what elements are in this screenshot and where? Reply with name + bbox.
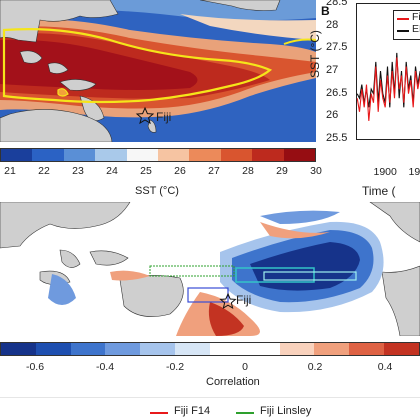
correlation-colorbar-tick: -0.6 [25,361,45,373]
sst-map-panel-a: Fiji [0,0,316,142]
fiji-site-star [135,106,155,125]
panel-b-ytick: 26.5 [326,86,348,99]
sst-colorbar-tick: 23 [72,165,84,177]
sst-colorbar-tick: 26 [174,165,186,177]
panel-b-ytick: 28 [326,18,339,31]
sst-colorbar-tick: 24 [106,165,118,177]
sst-colorbar-tick: 29 [276,165,288,177]
panel-b-ytick: 27.5 [326,41,348,54]
colorbar-segment [283,149,316,161]
correlation-colorbar [0,342,420,356]
sst-colorbar-tick: 28 [242,165,254,177]
legend-swatch [397,18,409,20]
panel-b-xtick: 19 [408,166,420,178]
correlation-colorbar-tick: -0.4 [95,361,115,373]
legend-label: Fiji F [412,11,420,23]
panel-b-ytick: 27 [326,64,339,76]
sst-colorbar-tick: 21 [4,165,16,177]
correlation-colorbar-tick: 0.2 [307,361,323,373]
colorbar-segment [175,343,210,355]
sst-map-graphic [0,0,316,142]
panel-b-ytick: 26 [326,109,339,122]
bottom-legend-label: Fiji F14 [174,405,211,417]
colorbar-segment [349,343,385,355]
sst-colorbar-label: SST (°C) [135,185,179,197]
series-line-fiji [356,57,420,121]
colorbar-segment [252,149,284,161]
sst-colorbar [0,148,316,162]
correlation-colorbar-tick: -0.2 [165,361,185,373]
fiji-site-star-c [219,292,237,310]
colorbar-segment [279,343,315,355]
correlation-colorbar-label: Correlation [206,376,260,388]
colorbar-segment [189,149,221,161]
colorbar-segment [314,343,350,355]
panel-b-letter: B [321,4,330,18]
panel-b-legend [393,10,420,40]
sst-colorbar-tick: 30 [310,165,322,177]
sst-colorbar-tick: 22 [38,165,50,177]
bottom-legend-label: Fiji Linsley [260,405,312,417]
panel-b-xlabel: Time ( [362,184,396,198]
colorbar-segment [63,149,96,161]
panel-b-xtick: 1900 [373,166,397,178]
bottom-legend-swatch [150,412,168,414]
colorbar-segment [70,343,106,355]
bottom-divider [0,397,420,398]
colorbar-segment [384,343,419,355]
colorbar-segment [244,343,280,355]
colorbar-segment [1,343,36,355]
sst-colorbar-tick: 27 [208,165,220,177]
correlation-map-graphic [0,202,420,336]
sst-colorbar-tick: 25 [140,165,152,177]
colorbar-segment [105,343,141,355]
colorbar-segment [220,149,253,161]
colorbar-segment [95,149,127,161]
fiji-site-label: Fiji [156,110,172,124]
correlation-colorbar-tick: 0.4 [377,361,393,373]
colorbar-segment [158,149,190,161]
fiji-site-label-c: Fiji [236,293,252,307]
panel-b-ytick: 28.5 [326,0,348,8]
colorbar-segment [32,149,64,161]
colorbar-segment [126,149,159,161]
colorbar-segment [209,343,245,355]
panel-b-ylabel: SST (°C) [308,30,322,78]
legend-swatch [397,30,409,32]
colorbar-segment [1,149,33,161]
correlation-map-panel-c: Fiji [0,202,420,336]
panel-b-ytick: 25.5 [326,132,348,144]
colorbar-segment [35,343,71,355]
bottom-legend-swatch [236,412,254,414]
correlation-colorbar-tick: 0 [242,361,248,373]
legend-label: ERS [412,23,420,35]
colorbar-segment [140,343,176,355]
